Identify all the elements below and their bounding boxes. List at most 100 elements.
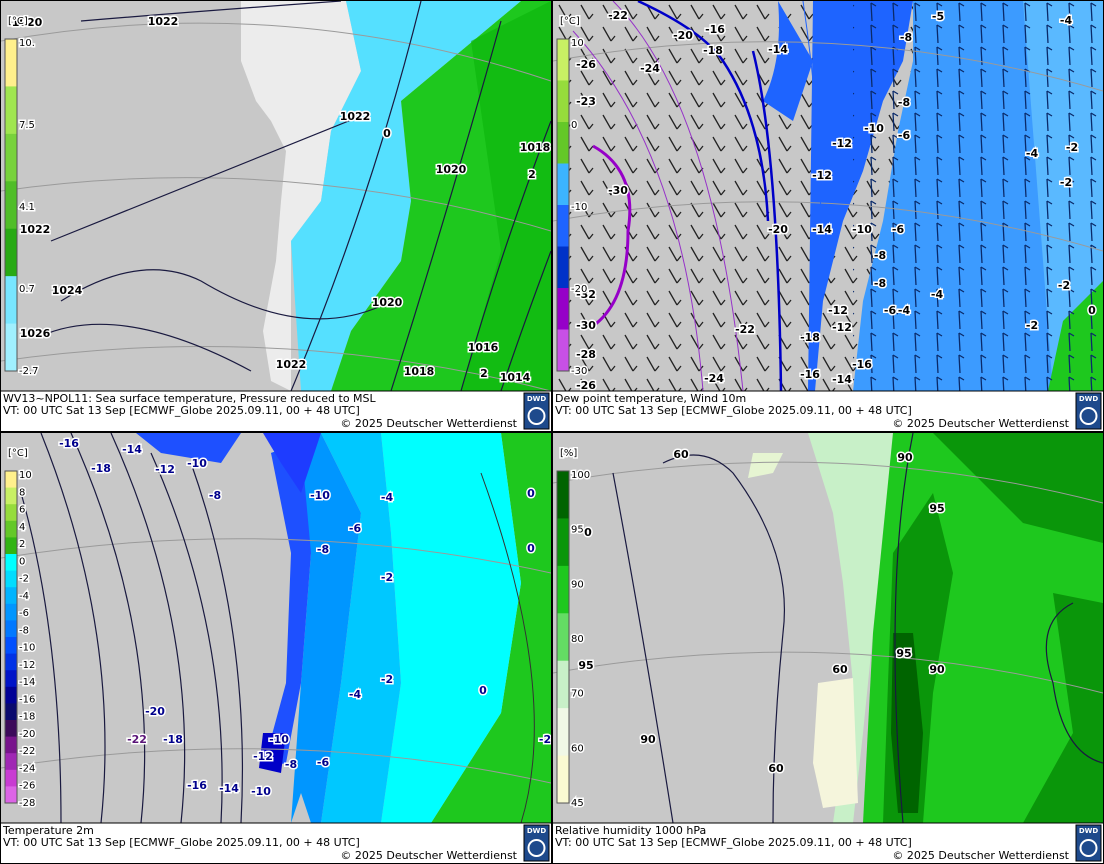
legend-swatch <box>557 471 569 519</box>
legend-label: -10 <box>19 643 35 654</box>
legend-label: 4 <box>19 522 25 533</box>
map-label: -8 <box>209 489 221 502</box>
legend-label: -14 <box>19 677 35 688</box>
dwd-logo-text: DWD <box>527 827 547 835</box>
legend-label: 60 <box>571 743 584 754</box>
dwd-logo-mark <box>527 839 546 857</box>
map-label: -28 <box>576 348 596 361</box>
dwd-logo-mark <box>1079 407 1098 425</box>
caption-copyright: © 2025 Deutscher Wetterdienst <box>892 417 1069 430</box>
legend-label: 2 <box>19 539 25 550</box>
map-label: 1026 <box>20 327 51 340</box>
legend-swatch <box>5 753 17 771</box>
map-label: 0 <box>527 487 535 500</box>
map-label: -18 <box>800 331 820 344</box>
map-label: -6 <box>892 223 905 236</box>
legend-swatch <box>557 163 569 206</box>
map-labels: 1020 1022 1022 0 1020 1018 2 1022 1024 1… <box>10 14 552 386</box>
map-label: -22 <box>735 323 755 336</box>
map-label: -2 <box>1026 319 1038 332</box>
legend-swatch <box>5 323 17 372</box>
legend-swatch <box>557 246 569 289</box>
map-label: -14 <box>812 223 832 236</box>
panel: -16 -14 -18 -12 -10 -8 -10 -4 -8 -6 -2 0… <box>0 432 553 863</box>
map-label: 1014 <box>500 371 531 384</box>
map-label: 90 <box>929 663 945 676</box>
legend-frame <box>556 38 570 372</box>
map-label: -16 <box>852 358 872 371</box>
legend-label: 4.1 <box>19 202 35 213</box>
map-label: -2 <box>1058 279 1070 292</box>
legend-label: -20 <box>571 284 587 295</box>
legend-label: 80 <box>571 634 584 645</box>
map-label: 0 <box>383 127 391 140</box>
map-label: -6 <box>884 304 897 317</box>
legend-swatch <box>5 703 17 721</box>
caption-copyright: © 2025 Deutscher Wetterdienst <box>340 417 517 430</box>
map-label: -22 <box>127 733 147 746</box>
map-label: -4 <box>898 304 911 317</box>
dwd-logo-text: DWD <box>527 395 547 403</box>
legend-frame <box>4 38 18 372</box>
map-label: -12 <box>828 304 848 317</box>
map-label: -10 <box>187 457 207 470</box>
legend-swatch <box>5 228 17 277</box>
legend-label: -2 <box>19 574 29 585</box>
legend-swatch <box>5 686 17 704</box>
legend-label: -28 <box>19 798 35 809</box>
map-label: -30 <box>608 184 628 197</box>
legend-label: -18 <box>19 712 35 723</box>
legend-swatch <box>5 520 17 538</box>
panel: 1020 1022 1022 0 1020 1018 2 1022 1024 1… <box>0 0 552 431</box>
map-label: -16 <box>59 437 79 450</box>
legend-swatch <box>5 570 17 588</box>
legend-unit: [°C] <box>560 16 580 27</box>
map-label: -4 <box>1026 147 1039 160</box>
legend-label: 100 <box>571 470 590 481</box>
map-label: 1020 <box>12 16 43 29</box>
map-label: -20 <box>768 223 788 236</box>
caption-title: WV13~NPOL11: Sea surface temperature, Pr… <box>3 392 377 405</box>
map-label: -2 <box>381 673 393 686</box>
legend-swatch <box>5 537 17 555</box>
map-label: -24 <box>640 62 660 75</box>
map-label: 1022 <box>340 110 371 123</box>
legend-swatch <box>5 471 17 489</box>
map-label: -12 <box>832 137 852 150</box>
dwd-logo-mark <box>527 407 546 425</box>
dwd-logo-mark <box>1079 839 1098 857</box>
map-label: 0 <box>584 526 592 539</box>
legend-swatch <box>557 205 569 247</box>
map-label: -10 <box>864 122 884 135</box>
map-label: 0 <box>527 542 535 555</box>
legend-swatch <box>5 504 17 522</box>
map-label: -2 <box>381 571 393 584</box>
map-label: 1020 <box>372 296 403 309</box>
map-labels: 60 0 95 95 90 95 90 60 90 60 <box>577 447 947 777</box>
legend-swatch <box>5 133 17 182</box>
map-label: 1022 <box>276 358 307 371</box>
map-label: 0 <box>1088 304 1096 317</box>
map-label: -6 <box>317 756 330 769</box>
map-label: -16 <box>705 23 725 36</box>
panel-map: -16 -14 -18 -12 -10 -8 -10 -4 -8 -6 -2 0… <box>0 432 553 863</box>
legend-label: -10 <box>571 202 587 213</box>
legend-label: 10 <box>571 38 584 49</box>
map-labels: -16 -14 -18 -12 -10 -8 -10 -4 -8 -6 -2 0… <box>58 436 553 800</box>
map-label: 1018 <box>520 141 551 154</box>
map-label: 2 <box>480 367 488 380</box>
legend-label: 8 <box>19 487 25 498</box>
legend-label: 0 <box>571 120 577 131</box>
caption-time: VT: 00 UTC Sat 13 Sep [ECMWF_Globe 2025.… <box>3 836 360 849</box>
map-label: 95 <box>929 502 944 515</box>
map-labels: -22 -20 -16 -18 -14 -26 -24 -23 -30 -12 … <box>575 8 1098 394</box>
legend-swatch <box>5 39 17 87</box>
map-label: -8 <box>898 96 910 109</box>
map-label: -20 <box>145 705 165 718</box>
caption-title: Relative humidity 1000 hPa <box>555 824 706 837</box>
map-label: -12 <box>832 321 852 334</box>
caption-title: Temperature 2m <box>2 824 94 837</box>
map-label: 1022 <box>148 15 179 28</box>
map-label: -32 <box>576 288 596 301</box>
map-label: 60 <box>832 663 848 676</box>
